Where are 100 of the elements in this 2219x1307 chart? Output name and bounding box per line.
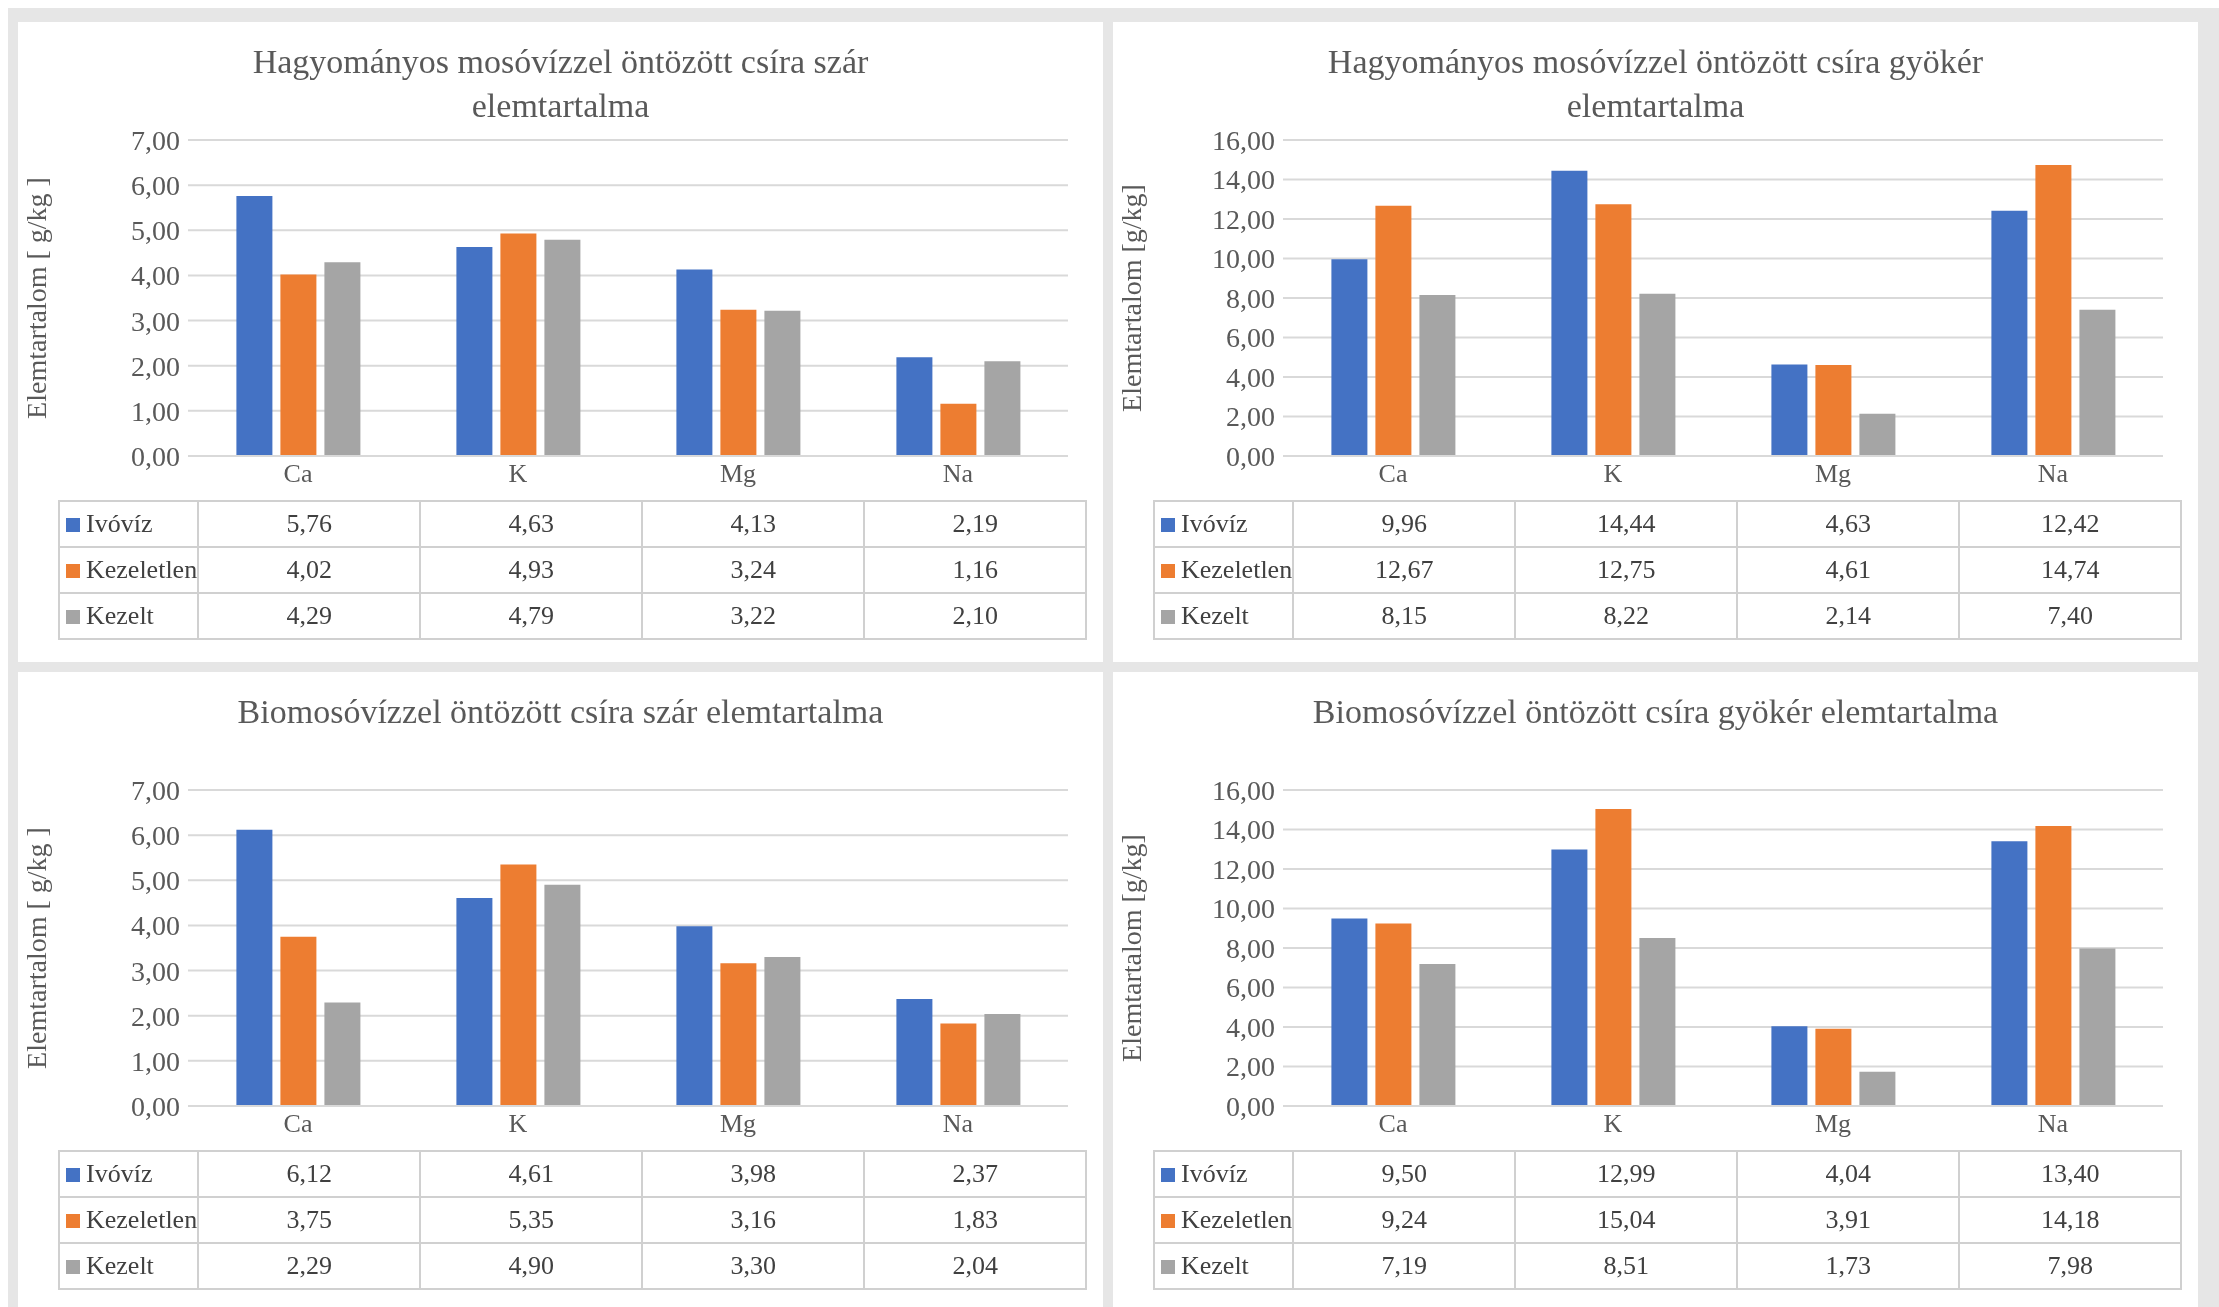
y-tick-label: 12,00: [1212, 853, 1275, 885]
y-tick-label: 14,00: [1212, 814, 1275, 846]
bar: [1331, 259, 1368, 456]
y-tick-label: 3,00: [131, 955, 180, 987]
bar: [500, 233, 537, 456]
x-tick-label: Na: [2037, 1109, 2069, 1139]
y-tick-label: 6,00: [131, 820, 180, 852]
bar: [2079, 948, 2116, 1106]
data-label: 8,22: [1515, 593, 1738, 639]
data-label: 2,19: [864, 501, 1087, 547]
x-tick-label: Ca: [1378, 459, 1408, 489]
data-label: 15,04: [1515, 1197, 1738, 1243]
bar: [1595, 808, 1632, 1106]
bar: [1375, 923, 1412, 1106]
bar: [544, 884, 581, 1106]
chart-title: Hagyományos mosóvízzel öntözött csíra gyökér elemtartalma: [1326, 42, 1985, 126]
legend-label: Kezeletlen: [59, 547, 199, 593]
bar: [280, 936, 317, 1106]
bar: [1639, 293, 1676, 456]
data-label: 12,99: [1515, 1151, 1738, 1197]
y-tick-label: 10,00: [1212, 243, 1275, 275]
y-tick-label: 14,00: [1212, 164, 1275, 196]
data-label: 4,93: [420, 547, 643, 593]
bar: [2035, 825, 2072, 1106]
y-tick-label: 4,00: [1226, 1011, 1275, 1043]
bar: [764, 957, 801, 1106]
bar: [1419, 964, 1456, 1106]
x-tick-label: Mg: [719, 1109, 757, 1139]
data-label: 4,63: [1737, 501, 1960, 547]
bar: [1419, 295, 1456, 456]
y-tick-label: 10,00: [1212, 893, 1275, 925]
data-label: 4,29: [198, 593, 421, 639]
y-tick-label: 16,00: [1212, 774, 1275, 806]
chart-title: Biomosóvízzel öntözött csíra gyökér elemtartalma: [1311, 692, 2000, 732]
bar: [1771, 1026, 1808, 1106]
data-label: 2,14: [1737, 593, 1960, 639]
data-label: 8,15: [1293, 593, 1516, 639]
bar: [1815, 364, 1852, 456]
chart-title: Hagyományos mosóvízzel öntözött csíra szár elemtartalma: [251, 42, 870, 126]
bar: [1551, 170, 1588, 456]
x-tick-label: Na: [942, 459, 974, 489]
data-label: 7,40: [1959, 593, 2182, 639]
y-axis-title: Elemtartalom [ g/kg ]: [20, 827, 52, 1069]
bar: [2079, 309, 2116, 456]
bar: [324, 1002, 361, 1106]
x-tick-label: Ca: [1378, 1109, 1408, 1139]
bar: [1595, 204, 1632, 456]
y-tick-label: 12,00: [1212, 203, 1275, 235]
bar: [984, 1013, 1021, 1106]
bar: [940, 1023, 977, 1106]
y-tick-label: 5,00: [131, 215, 180, 247]
x-tick-label: Ca: [283, 459, 313, 489]
x-tick-label: K: [508, 1109, 528, 1139]
data-label: 5,76: [198, 501, 421, 547]
y-axis-title: Elemtartalom [ g/kg ]: [20, 177, 52, 419]
y-tick-label: 6,00: [1226, 972, 1275, 1004]
y-tick-label: 7,00: [131, 774, 180, 806]
bar: [280, 274, 317, 456]
legend-label: Kezeletlen: [1154, 547, 1294, 593]
legend-label: Kezelt: [59, 1243, 199, 1289]
legend-label: Kezelt: [59, 593, 199, 639]
bar: [1375, 205, 1412, 456]
data-label: 9,50: [1293, 1151, 1516, 1197]
y-tick-label: 0,00: [131, 440, 180, 472]
data-label: 4,13: [642, 501, 865, 547]
bar: [764, 310, 801, 456]
x-tick-label: Mg: [1814, 1109, 1852, 1139]
data-label: 4,61: [420, 1151, 643, 1197]
y-tick-label: 1,00: [131, 1045, 180, 1077]
y-axis-title: Elemtartalom [g/kg]: [1115, 834, 1147, 1062]
x-tick-label: Mg: [1814, 459, 1852, 489]
y-tick-label: 0,00: [131, 1090, 180, 1122]
legend-label: Kezeletlen: [59, 1197, 199, 1243]
x-tick-label: K: [1603, 459, 1623, 489]
y-tick-label: 5,00: [131, 865, 180, 897]
bar: [456, 897, 493, 1106]
x-tick-label: Mg: [719, 459, 757, 489]
data-label: 9,96: [1293, 501, 1516, 547]
bar: [720, 963, 757, 1106]
data-label: 8,51: [1515, 1243, 1738, 1289]
bar: [984, 361, 1021, 456]
data-label: 4,61: [1737, 547, 1960, 593]
data-label: 14,44: [1515, 501, 1738, 547]
bar: [896, 357, 933, 456]
y-tick-label: 2,00: [1226, 1051, 1275, 1083]
y-tick-label: 2,00: [131, 1000, 180, 1032]
bar: [1815, 1028, 1852, 1106]
bar: [236, 829, 273, 1106]
data-label: 13,40: [1959, 1151, 2182, 1197]
legend-label: Ivóvíz: [1154, 1151, 1294, 1197]
data-label: 4,04: [1737, 1151, 1960, 1197]
x-tick-label: Ca: [283, 1109, 313, 1139]
bar: [940, 403, 977, 456]
data-label: 3,30: [642, 1243, 865, 1289]
data-label: 3,16: [642, 1197, 865, 1243]
data-label: 3,75: [198, 1197, 421, 1243]
legend-label: Ivóvíz: [1154, 501, 1294, 547]
data-label: 3,91: [1737, 1197, 1960, 1243]
bar: [500, 864, 537, 1106]
y-tick-label: 6,00: [131, 170, 180, 202]
